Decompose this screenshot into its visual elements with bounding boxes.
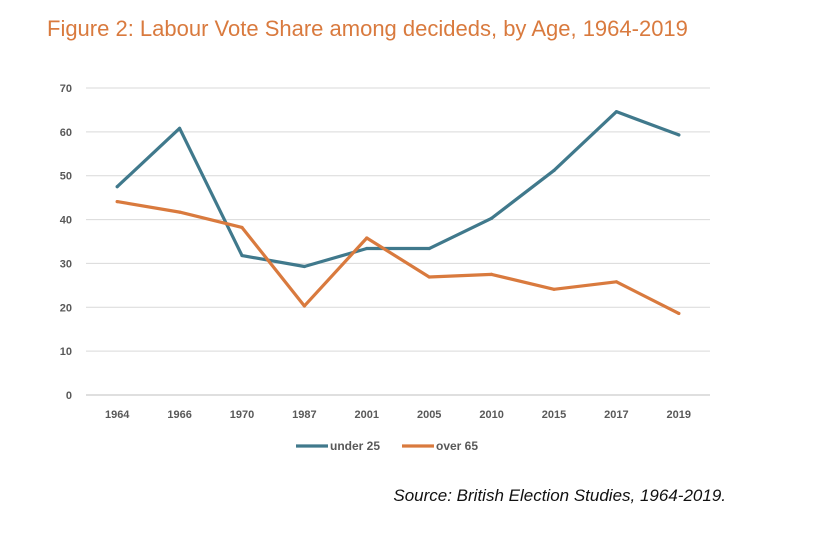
chart-title: Figure 2: Labour Vote Share among decide… bbox=[47, 16, 688, 41]
data-point bbox=[614, 110, 619, 114]
y-tick-label: 70 bbox=[60, 83, 72, 95]
data-point bbox=[552, 287, 556, 291]
data-point bbox=[178, 210, 182, 214]
data-point bbox=[427, 246, 431, 251]
y-tick-label: 30 bbox=[60, 258, 72, 270]
y-tick-label: 40 bbox=[60, 215, 72, 227]
data-point bbox=[302, 304, 306, 308]
x-tick-label: 2019 bbox=[667, 409, 691, 421]
data-point bbox=[677, 133, 681, 137]
x-tick-label: 1964 bbox=[105, 409, 130, 421]
series-lines bbox=[115, 110, 681, 316]
data-point bbox=[240, 225, 244, 230]
series-over-65 bbox=[115, 199, 681, 316]
data-point bbox=[427, 275, 431, 279]
data-point bbox=[552, 168, 556, 173]
x-axis-ticks: 1964 1966 1970 1987 2001 2005 2010 2015 2017 2019 bbox=[105, 409, 691, 421]
data-point bbox=[115, 199, 119, 204]
y-tick-label: 0 bbox=[66, 390, 72, 402]
x-tick-label: 1966 bbox=[167, 409, 191, 421]
y-tick-label: 20 bbox=[60, 302, 72, 314]
y-tick-label: 60 bbox=[60, 127, 72, 139]
y-tick-label: 10 bbox=[60, 346, 72, 358]
x-tick-label: 2001 bbox=[355, 409, 379, 421]
y-axis-ticks: 0 10 20 30 40 50 60 70 bbox=[60, 83, 72, 402]
x-tick-label: 1987 bbox=[292, 409, 316, 421]
data-point bbox=[490, 272, 494, 276]
legend-item: under 25 bbox=[296, 439, 380, 453]
series-line bbox=[115, 199, 681, 316]
data-point bbox=[240, 253, 244, 258]
data-point bbox=[178, 126, 182, 130]
x-tick-label: 2010 bbox=[479, 409, 503, 421]
y-tick-label: 50 bbox=[60, 171, 72, 183]
x-tick-label: 2005 bbox=[417, 409, 441, 421]
data-point bbox=[302, 264, 306, 269]
data-point bbox=[614, 280, 619, 284]
legend-item: over 65 bbox=[402, 439, 478, 453]
data-point bbox=[490, 216, 494, 220]
source-note: Source: British Election Studies, 1964-2… bbox=[393, 486, 726, 505]
data-point bbox=[677, 311, 681, 316]
gridlines bbox=[86, 87, 710, 396]
data-point bbox=[115, 185, 119, 189]
series-line bbox=[115, 110, 681, 269]
series-under-25 bbox=[115, 110, 681, 269]
x-tick-label: 2015 bbox=[542, 409, 566, 421]
data-point bbox=[365, 236, 369, 240]
data-point bbox=[365, 246, 369, 251]
legend: under 25 over 65 bbox=[296, 439, 478, 453]
x-tick-label: 1970 bbox=[230, 409, 254, 421]
x-tick-label: 2017 bbox=[604, 409, 628, 421]
legend-label: over 65 bbox=[436, 439, 478, 453]
legend-label: under 25 bbox=[330, 439, 380, 453]
